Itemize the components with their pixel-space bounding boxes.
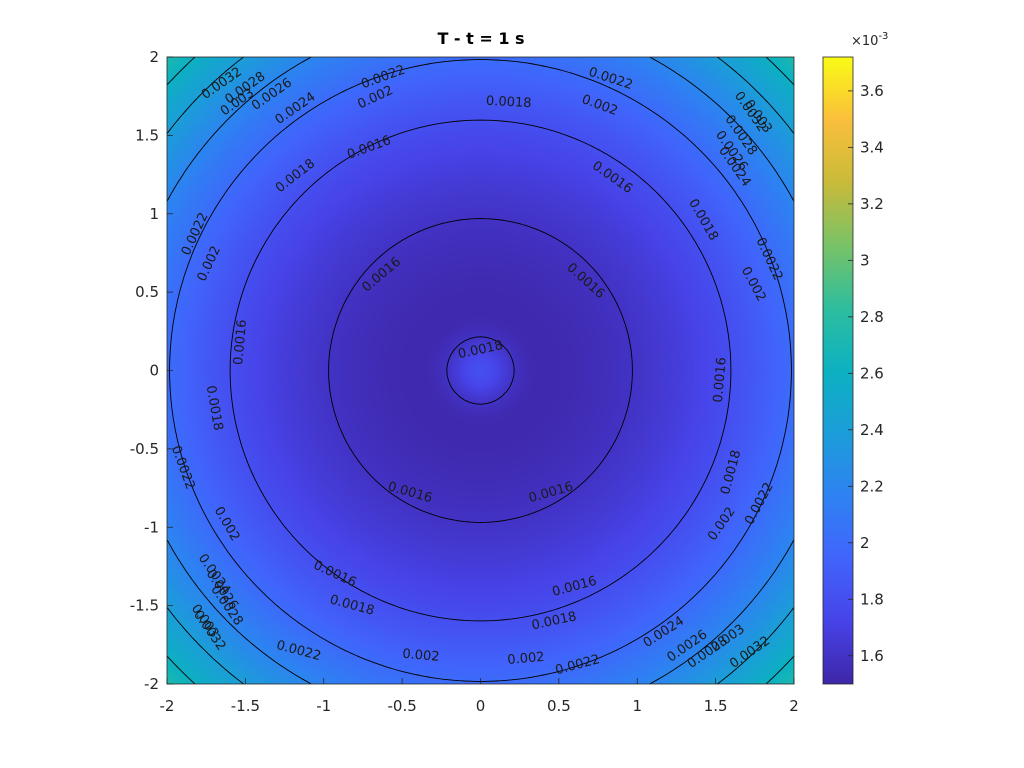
colorbar-tick-label: 3	[860, 251, 870, 269]
x-tick-label: -1	[316, 697, 331, 715]
colorbar-tick-label: 1.6	[860, 647, 884, 665]
colorbar-tick-label: 2.6	[860, 364, 884, 382]
contour-line	[167, 57, 794, 684]
colorbar-gradient	[822, 56, 854, 685]
heatmap-image	[167, 57, 794, 684]
y-tick-label: 0	[149, 362, 159, 380]
chart-title: T - t = 1 s	[437, 29, 524, 48]
y-tick-label: 1.5	[135, 126, 159, 144]
x-tick-label: 0.5	[547, 697, 571, 715]
x-tick-label: 1.5	[704, 697, 728, 715]
x-tick-label: 0	[476, 697, 486, 715]
colorbar-ticks: 1.6 1.8 2 2.2 2.4 2.6 2.8 3 3.2 3.4 3.6	[848, 82, 884, 665]
contour-label: 0.0018	[486, 94, 532, 111]
y-tick-label: -1.5	[130, 597, 159, 615]
y-tick-label: 2	[149, 48, 159, 66]
y-tick-label: -1	[144, 518, 159, 536]
colorbar-tick-label: 3.6	[860, 82, 884, 100]
contour-label: 0.0016	[231, 319, 250, 366]
x-tick-label: 2	[789, 697, 799, 715]
x-tick-label: -0.5	[387, 697, 416, 715]
contour-line	[229, 119, 732, 622]
x-axis: -2 -1.5 -1 -0.5 0 0.5 1 1.5 2	[160, 678, 799, 715]
y-tick-label: -2	[144, 675, 159, 693]
colorbar-tick-label: 2	[860, 534, 870, 552]
contour-label: 0.002	[507, 650, 545, 668]
x-tick-label: 1	[632, 697, 642, 715]
colorbar-tick-label: 2.8	[860, 308, 884, 326]
colorbar-tick-label: 2.4	[860, 421, 884, 439]
contour-label: 0.0016	[711, 357, 730, 404]
contour-line	[169, 59, 792, 682]
colorbar-tick-label: 1.8	[860, 590, 884, 608]
contour-line	[328, 218, 633, 523]
colorbar: 1.6 1.8 2 2.2 2.4 2.6 2.8 3 3.2 3.4 3.6 ×10-3	[822, 31, 888, 685]
contour-lines	[167, 57, 794, 684]
colorbar-tick-label: 2.2	[860, 477, 884, 495]
y-tick-label: -0.5	[130, 440, 159, 458]
y-axis: 2 1.5 1 0.5 0 -0.5 -1 -1.5 -2	[130, 48, 173, 693]
x-tick-label: -2	[160, 697, 175, 715]
contour-label: 0.002	[402, 647, 440, 665]
colorbar-exponent-label: ×10-3	[851, 31, 888, 49]
contour-line	[167, 57, 794, 684]
colorbar-tick-label: 3.2	[860, 195, 884, 213]
y-tick-label: 0.5	[135, 283, 159, 301]
contour-line	[167, 57, 794, 684]
x-tick-label: -1.5	[231, 697, 260, 715]
colorbar-tick-label: 3.4	[860, 138, 884, 156]
y-tick-label: 1	[149, 205, 159, 223]
